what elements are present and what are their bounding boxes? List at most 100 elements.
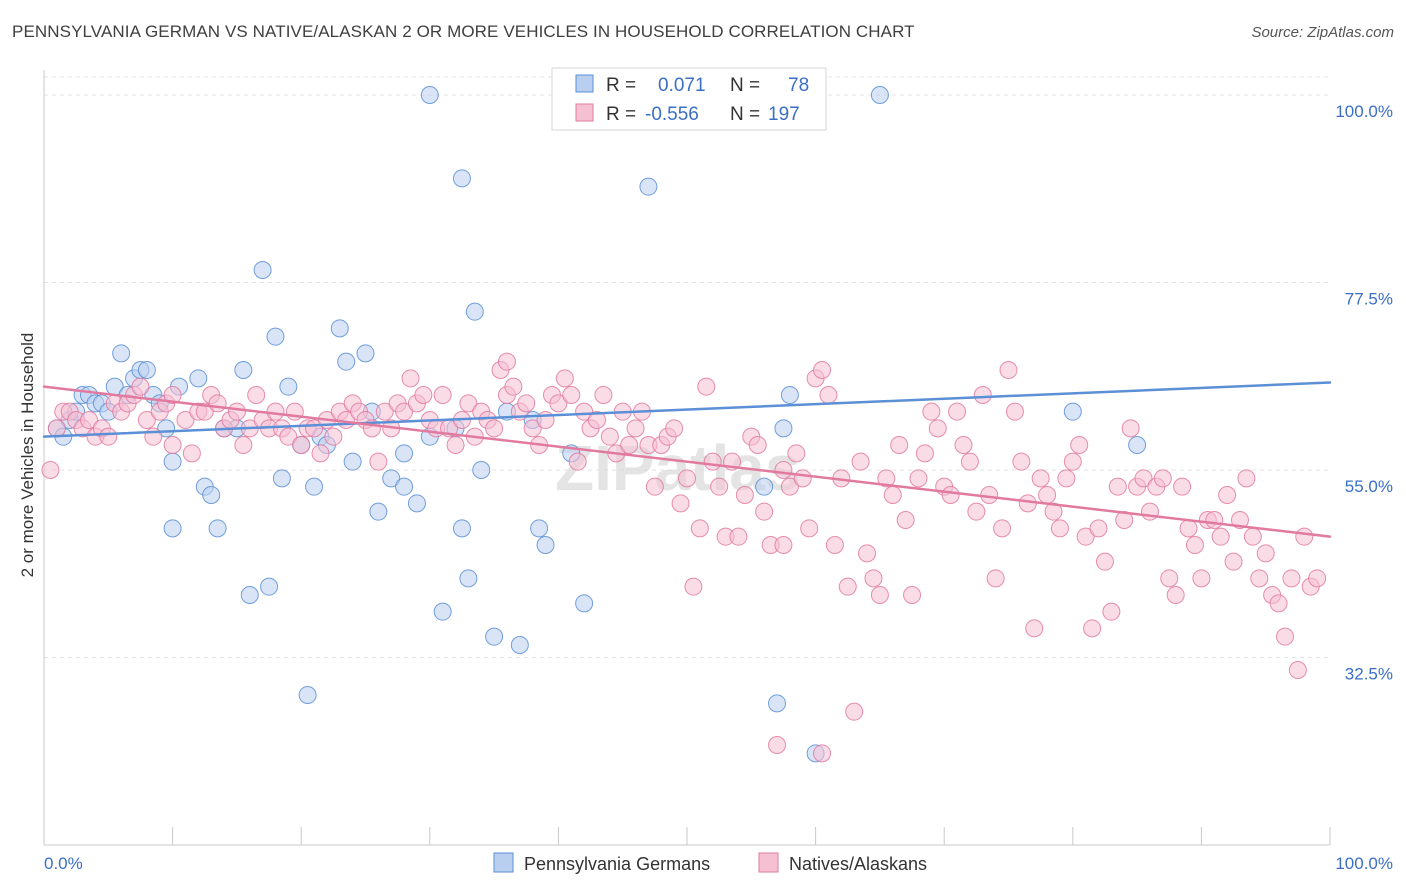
point-natives-51 [369,452,388,471]
point-pennsylvania-47 [395,477,414,496]
point-natives-100 [684,577,703,596]
data-points [41,86,1327,763]
point-pennsylvania-58 [485,627,504,646]
point-natives-176 [1173,477,1192,496]
point-natives-138 [928,419,947,438]
point-natives-107 [729,527,748,546]
trend-line-natives [42,385,1332,538]
bottom-legend-label-pennsylvania: Pennsylvania Germans [524,854,710,874]
point-natives-81 [562,386,581,404]
point-natives-102 [697,377,716,396]
point-pennsylvania-50 [420,86,439,104]
point-natives-21 [176,411,195,429]
point-pennsylvania-39 [330,319,349,338]
point-natives-134 [903,586,922,604]
point-natives-144 [967,502,986,521]
point-pennsylvania-23 [202,486,221,504]
point-pennsylvania-21 [189,369,208,388]
point-natives-80 [555,369,574,388]
trend-lines [42,381,1332,538]
point-natives-30 [234,436,253,454]
y-tick-label-1: 77.5% [1345,290,1393,309]
point-natives-72 [504,377,523,396]
point-natives-150 [1005,402,1024,421]
x-tick-label-right: 100.0% [1335,854,1393,873]
point-natives-32 [247,386,266,404]
point-pennsylvania-54 [452,169,471,188]
point-pennsylvania-19 [163,452,182,471]
point-natives-132 [890,436,909,454]
point-pennsylvania-29 [253,261,272,279]
bottom-legend-swatch-natives [758,852,779,873]
point-natives-82 [568,452,587,471]
point-natives-124 [838,577,857,596]
point-natives-118 [800,519,819,538]
point-natives-164 [1095,552,1114,571]
point-natives-116 [787,444,806,463]
point-natives-35 [266,402,285,421]
point-pennsylvania-46 [395,444,414,463]
point-natives-200 [497,352,516,371]
point-natives-86 [594,386,613,404]
legend-n-label-1: N = [730,75,760,96]
point-natives-83 [575,402,594,421]
x-axis-ticks [43,827,1331,845]
point-natives-186 [1237,469,1256,488]
point-natives-39 [292,436,311,454]
point-natives-183 [1218,486,1237,504]
y-axis-tick-labels: 100.0% 77.5% 55.0% 32.5% [1335,102,1393,684]
point-natives-162 [1083,619,1102,638]
trend-line-pennsylvania [42,381,1332,438]
point-pennsylvania-62 [530,519,549,538]
y-tick-label-2: 55.0% [1345,477,1393,496]
point-pennsylvania-36 [305,477,324,496]
point-natives-61 [433,386,452,404]
point-natives-155 [1038,486,1057,504]
point-natives-189 [1256,544,1275,563]
point-pennsylvania-60 [510,636,529,654]
point-natives-122 [825,536,844,554]
point-pennsylvania-73 [870,86,889,104]
legend-r-label-1: R = [606,75,636,96]
point-natives-108 [735,486,754,504]
point-natives-29 [227,402,246,421]
point-natives-198 [813,744,832,763]
point-pennsylvania-31 [266,327,285,346]
point-natives-177 [1179,519,1198,538]
point-natives-22 [182,444,201,463]
point-natives-160 [1070,436,1089,454]
point-natives-94 [645,477,664,496]
point-natives-140 [941,486,960,504]
source-credit: Source: ZipAtlas.com [1251,24,1394,41]
point-natives-151 [1012,452,1031,471]
point-natives-188 [1250,569,1269,588]
point-natives-19 [163,436,182,454]
chart-title: PENNSYLVANIA GERMAN VS NATIVE/ALASKAN 2 … [12,22,915,41]
point-natives-75 [523,419,542,438]
point-pennsylvania-44 [369,502,388,521]
point-natives-117 [793,469,812,488]
point-pennsylvania-30 [260,577,279,596]
point-natives-115 [780,477,799,496]
point-natives-159 [1063,452,1082,471]
point-natives-55 [395,402,414,421]
point-natives-141 [948,402,967,421]
point-natives-136 [915,444,934,463]
point-natives-104 [710,477,729,496]
point-pennsylvania-27 [234,361,253,379]
point-natives-137 [922,402,941,421]
point-natives-199 [774,536,793,554]
legend-r-value-1: 0.071 [658,75,706,96]
point-natives-163 [1089,519,1108,538]
point-natives-114 [774,461,793,479]
point-natives-191 [1269,594,1288,613]
point-natives-130 [877,469,896,488]
point-natives-6 [80,411,99,429]
point-natives-195 [1295,527,1314,546]
point-natives-153 [1025,619,1044,638]
point-natives-145 [973,386,992,404]
point-natives-148 [993,519,1012,538]
x-tick-label-left: 0.0% [44,854,83,873]
point-natives-26 [208,394,227,413]
point-natives-165 [1102,602,1121,621]
